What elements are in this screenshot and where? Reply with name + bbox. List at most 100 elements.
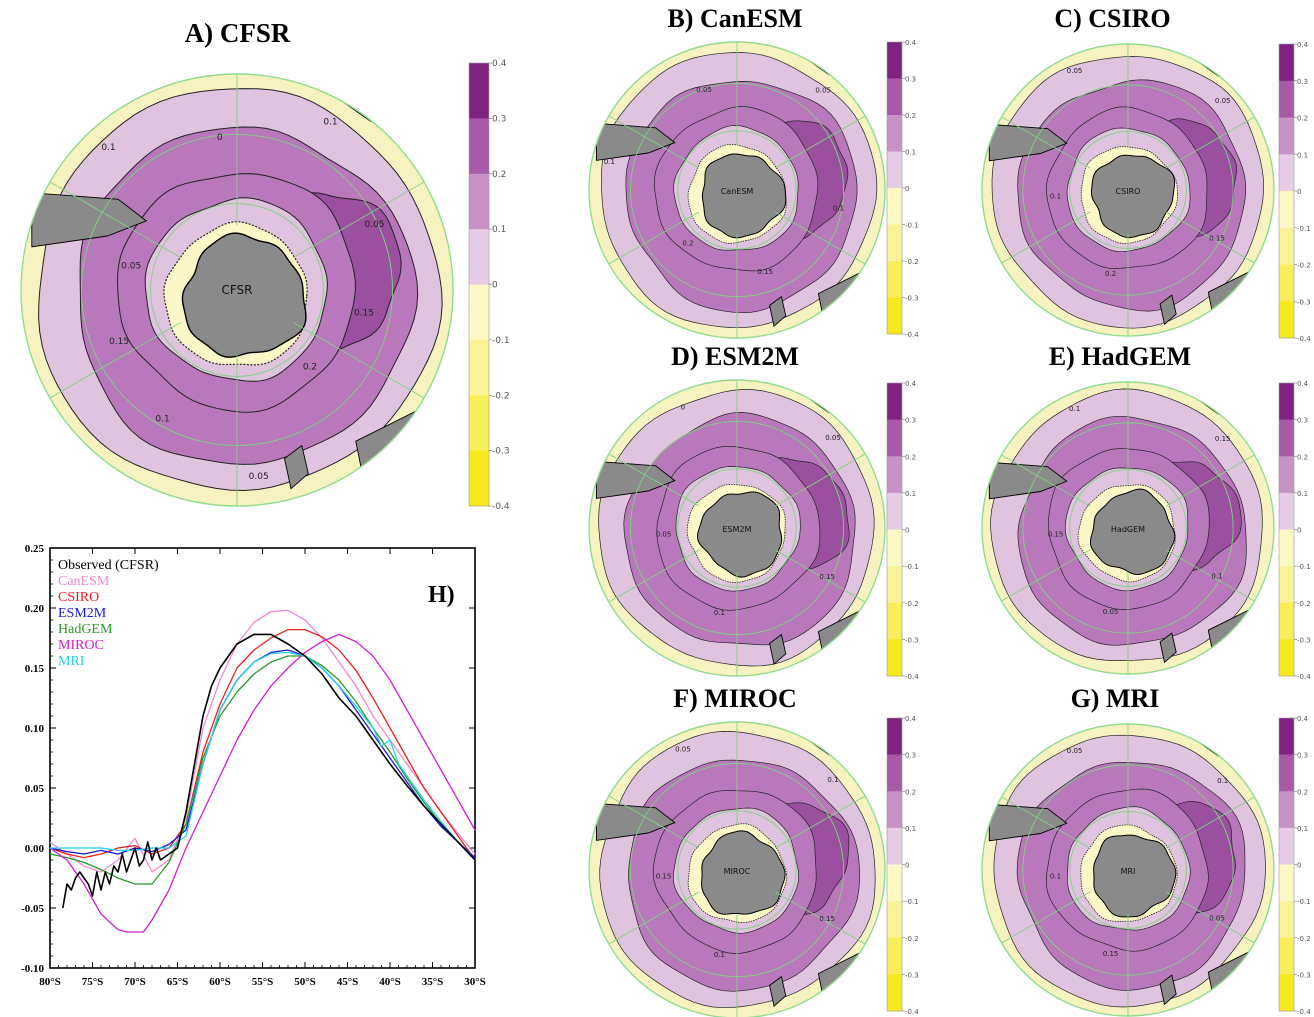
x-tick-label: 50°S bbox=[294, 976, 316, 988]
south-america-landmass bbox=[31, 192, 148, 248]
colorbar-tick-label: 0.2 bbox=[1297, 453, 1308, 461]
contour-label: 0.1 bbox=[155, 415, 169, 425]
colorbar-segment bbox=[887, 864, 902, 902]
panel-title-B: B) CanESM bbox=[667, 4, 803, 33]
colorbar-tick-label: -0.3 bbox=[905, 636, 919, 644]
colorbar-segment bbox=[1279, 901, 1294, 938]
south-america-landmass bbox=[988, 123, 1068, 162]
meridian-line bbox=[1165, 549, 1255, 602]
x-tick-label: 70°S bbox=[124, 976, 146, 988]
line-chart-h: 80°S 75°S 70°S 65°S 60°S 55°S 50°S 45°S 40°S 35°S… bbox=[21, 543, 486, 988]
meridian-line bbox=[1001, 549, 1091, 602]
contour-label: 0.15 bbox=[1048, 530, 1064, 538]
panel-title-E: E) HadGEM bbox=[1048, 342, 1192, 371]
contour-label: 0 bbox=[217, 133, 223, 143]
colorbar-tick-label: 0.1 bbox=[1297, 825, 1308, 833]
colorbar-tick-label: -0.4 bbox=[1297, 673, 1311, 681]
contour-label: 0.1 bbox=[1050, 872, 1061, 880]
colorbar-tick-label: 0.3 bbox=[905, 752, 916, 760]
meridian-line bbox=[1165, 116, 1255, 169]
x-tick-label: 45°S bbox=[337, 976, 359, 988]
new-zealand-landmass bbox=[283, 444, 309, 490]
colorbar-tick-label: -0.4 bbox=[905, 331, 919, 339]
antarctica-landmass bbox=[696, 491, 783, 578]
colorbar-tick-label: -0.1 bbox=[905, 222, 919, 230]
meridian-line bbox=[292, 322, 425, 399]
colorbar-tick-label: 0.4 bbox=[905, 715, 917, 723]
colorbar-segment bbox=[1279, 383, 1294, 420]
colorbar-B: 0.4 0.3 0.2 0.1 0 -0.1 -0.2 -0.3 -0.4 bbox=[886, 39, 919, 339]
colorbar-G: 0.4 0.3 0.2 0.1 0 -0.1 -0.2 -0.3 -0.4 bbox=[1278, 715, 1311, 1016]
colorbar-tick-label: 0 bbox=[492, 281, 498, 291]
contour-label: 0.05 bbox=[1067, 67, 1083, 75]
colorbar-segment bbox=[469, 173, 489, 230]
colorbar-segment bbox=[1279, 864, 1294, 902]
contour-label: 0.15 bbox=[819, 915, 835, 923]
colorbar-segment bbox=[1279, 718, 1294, 755]
south-america-landmass bbox=[988, 461, 1068, 500]
contour-label: 0.1 bbox=[1211, 572, 1222, 580]
contour-label: 0.1 bbox=[1050, 192, 1061, 200]
colorbar-tick-label: -0.1 bbox=[1297, 563, 1311, 571]
contour-label: 0.05 bbox=[696, 86, 712, 94]
contour-label: 0.15 bbox=[1215, 435, 1231, 443]
contour-label: 0.1 bbox=[1217, 777, 1228, 785]
colorbar-segment bbox=[1279, 791, 1294, 829]
colorbar-segment bbox=[469, 63, 489, 119]
colorbar-segment bbox=[887, 383, 902, 420]
colorbar-segment bbox=[887, 974, 902, 1012]
panel-title-G: G) MRI bbox=[1070, 684, 1160, 713]
map-center-label: MRI bbox=[1121, 867, 1136, 876]
colorbar-tick-label: 0.3 bbox=[1297, 752, 1308, 760]
antarctica-landmass bbox=[1093, 834, 1177, 918]
colorbar-segment bbox=[1279, 301, 1294, 339]
colorbar-tick-label: -0.3 bbox=[1297, 298, 1311, 306]
meridian-line bbox=[608, 115, 699, 169]
y-tick-label: 0.20 bbox=[25, 603, 45, 615]
colorbar-segment bbox=[1279, 937, 1294, 975]
colorbar-tick-label: 0.3 bbox=[905, 76, 916, 84]
polar-map-B: CanESM0.050.10.150.20.10.050.40.30.20.10… bbox=[588, 39, 919, 339]
legend-entry: Observed (CFSR) bbox=[58, 558, 159, 573]
colorbar-tick-label: -0.2 bbox=[1297, 935, 1311, 943]
contour-label: 0.15 bbox=[1103, 950, 1119, 958]
colorbar-segment bbox=[887, 827, 902, 865]
colorbar-segment bbox=[887, 639, 902, 677]
x-tick-label: 55°S bbox=[252, 976, 274, 988]
colorbar-tick-label: -0.2 bbox=[905, 600, 919, 608]
contour-label: 0.05 bbox=[121, 262, 141, 272]
series-line-mri bbox=[50, 651, 476, 861]
colorbar-tick-label: 0 bbox=[905, 185, 909, 193]
contour-label: 0.15 bbox=[109, 337, 129, 347]
colorbar-tick-label: -0.1 bbox=[1297, 898, 1311, 906]
colorbar-tick-label: 0 bbox=[905, 527, 909, 535]
colorbar-tick-label: 0.4 bbox=[905, 380, 917, 388]
contour-label: 0.05 bbox=[1215, 97, 1231, 105]
colorbar-segment bbox=[887, 42, 902, 79]
map-center-label: CanESM bbox=[721, 187, 754, 196]
x-tick-label: 65°S bbox=[167, 976, 189, 988]
colorbar-tick-label: 0.2 bbox=[1297, 115, 1308, 123]
colorbar-tick-label: -0.1 bbox=[492, 336, 510, 346]
legend-entry: CSIRO bbox=[58, 590, 99, 605]
colorbar-tick-label: 0.1 bbox=[1297, 490, 1308, 498]
colorbar-tick-label: -0.4 bbox=[905, 1008, 919, 1016]
colorbar-segment bbox=[887, 297, 902, 335]
axes-ticks: 80°S 75°S 70°S 65°S 60°S 55°S 50°S 45°S 40°S 35°S… bbox=[21, 543, 486, 988]
colorbar-tick-label: 0 bbox=[1297, 527, 1301, 535]
colorbar-tick-label: -0.1 bbox=[905, 563, 919, 571]
series-line-canesm bbox=[49, 609, 476, 873]
colorbar-tick-label: 0.1 bbox=[1297, 151, 1308, 159]
meridian-line bbox=[775, 211, 866, 265]
series-line-csiro bbox=[49, 628, 476, 861]
meridian-line bbox=[775, 891, 866, 945]
colorbar-segment bbox=[1279, 419, 1294, 457]
south-america-landmass bbox=[595, 122, 676, 161]
colorbar-tick-label: -0.3 bbox=[492, 447, 510, 457]
contour-label: 0.05 bbox=[815, 86, 831, 94]
contour-label: 0.05 bbox=[675, 746, 691, 754]
meridian-line bbox=[775, 549, 866, 603]
colorbar-C: 0.4 0.3 0.2 0.1 0 -0.1 -0.2 -0.3 -0.4 bbox=[1278, 41, 1311, 343]
contour-label: 0.15 bbox=[819, 573, 835, 581]
y-tick-label: 0.05 bbox=[25, 783, 45, 795]
